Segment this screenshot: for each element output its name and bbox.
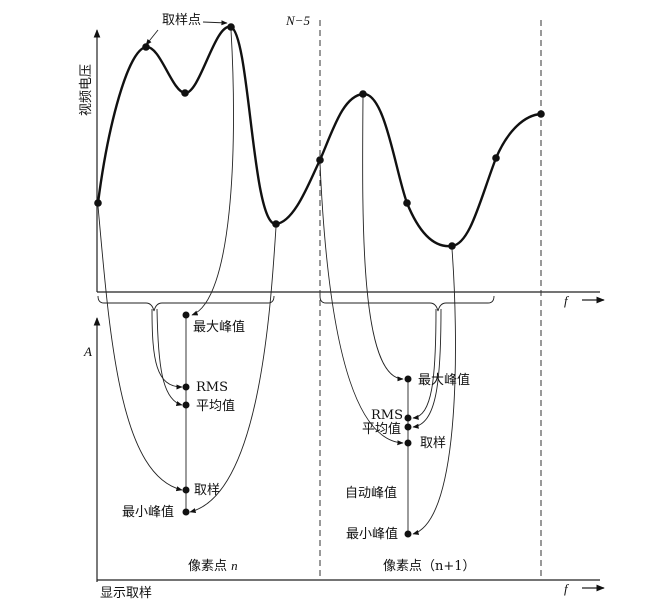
min-peak-point [404, 530, 412, 538]
max-peak-connector [191, 29, 234, 316]
brace-pixel-n [97, 295, 275, 312]
min-peak-connector [189, 226, 277, 514]
pixel-n-rms-label: RMS [196, 380, 228, 395]
rms-connector [151, 308, 183, 390]
sample-point [492, 154, 500, 162]
max-peak-point [182, 311, 190, 319]
pixel-n-max-peak-label: 最大峰值 [193, 319, 245, 335]
y-axis-label-bottom: A [83, 344, 92, 359]
pixel-n-sample-label: 取样 [194, 483, 220, 498]
max-peak-point [404, 375, 412, 383]
x-axis-label-bottom: f [564, 581, 570, 596]
sample-points-label: 取样点 [162, 13, 201, 28]
sample-label-arrow-right [202, 20, 228, 26]
sample-point [316, 156, 324, 164]
pixel-n1-points [404, 375, 412, 538]
average-connector [156, 308, 183, 407]
sample-point [272, 220, 280, 228]
brace-pixel-n1 [319, 295, 495, 312]
video-voltage-curve [96, 25, 542, 248]
y-axis-label-top: 视频电压 [79, 64, 94, 116]
bin-marker-label: N−5 [285, 13, 310, 28]
pixel-n1-average-label: 平均值 [362, 421, 401, 437]
pixel-n1-sample-label: 取样 [420, 436, 446, 451]
pixel-n1-auto-peak-label: 自动峰值 [345, 485, 397, 501]
average-point [404, 423, 412, 431]
sample-detector-point [404, 439, 412, 447]
display-sample-label: 显示取样 [100, 586, 152, 600]
pixel-n1-max-peak-label: 最大峰值 [418, 372, 470, 388]
bottom-axes [93, 317, 605, 592]
top-axes [93, 29, 605, 304]
rms-connector [412, 308, 437, 420]
sample-point [359, 90, 367, 98]
pixel-n1-rms-label: RMS [371, 408, 403, 423]
sample-point [537, 110, 545, 118]
pixel-n-points [182, 311, 190, 516]
sample-connector [319, 162, 404, 446]
sample-point [181, 89, 189, 97]
rms-point [404, 414, 412, 422]
x-axis-label-top: f [564, 293, 570, 308]
rms-point [182, 383, 190, 391]
sample-point [227, 23, 235, 31]
sample-point [448, 242, 456, 250]
average-point [182, 401, 190, 409]
sample-connector [97, 205, 183, 492]
average-connector [412, 308, 442, 429]
pixel-n-caption: 像素点 n [188, 558, 238, 574]
pixel-n1-caption: 像素点（n+1） [383, 559, 476, 574]
max-peak-connector [362, 96, 404, 382]
sample-points [94, 23, 545, 250]
pixel-n-average-label: 平均值 [196, 398, 235, 414]
sample-point [403, 199, 411, 207]
min-peak-point [182, 508, 190, 516]
sample-label-arrow-left [145, 29, 159, 46]
pixel-n1-min-peak-label: 最小峰值 [346, 526, 398, 542]
sample-detector-point [182, 486, 190, 494]
pixel-n-min-peak-label: 最小峰值 [122, 504, 174, 520]
sample-point [94, 199, 102, 207]
min-peak-connector [412, 248, 456, 535]
